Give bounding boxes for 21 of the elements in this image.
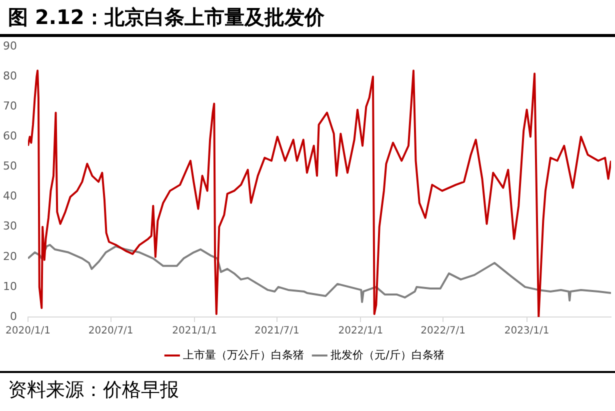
y-tick-label: 60 xyxy=(2,130,17,143)
y-tick-label: 50 xyxy=(2,160,17,173)
y-tick-label: 40 xyxy=(2,190,17,203)
y-tick-label: 90 xyxy=(2,39,17,52)
y-tick-label: 70 xyxy=(2,100,17,113)
x-tick-label: 2022/7/1 xyxy=(420,326,466,337)
legend-label: 上市量（万公斤）白条猪 xyxy=(183,348,304,362)
y-tick-label: 10 xyxy=(2,280,17,293)
y-tick-label: 30 xyxy=(2,220,17,233)
x-tick-label: 2022/1/1 xyxy=(338,326,384,337)
y-tick-label: 80 xyxy=(2,70,17,83)
x-tick-label: 2020/1/1 xyxy=(6,326,50,337)
text: 资料来源：价格早报 xyxy=(0,373,615,407)
legend-label: 批发价（元/斤）白条猪 xyxy=(330,348,444,362)
x-tick-label: 2021/1/1 xyxy=(172,326,218,337)
y-tick-label: 0 xyxy=(10,310,17,323)
x-tick-label: 2020/7/1 xyxy=(88,326,134,337)
chart-title: 图 2.12：北京白条上市量及批发价 xyxy=(0,0,615,37)
x-tick-label: 2021/7/1 xyxy=(254,326,300,337)
x-tick-label: 2023/1/1 xyxy=(504,326,550,337)
y-tick-label: 20 xyxy=(2,250,17,263)
